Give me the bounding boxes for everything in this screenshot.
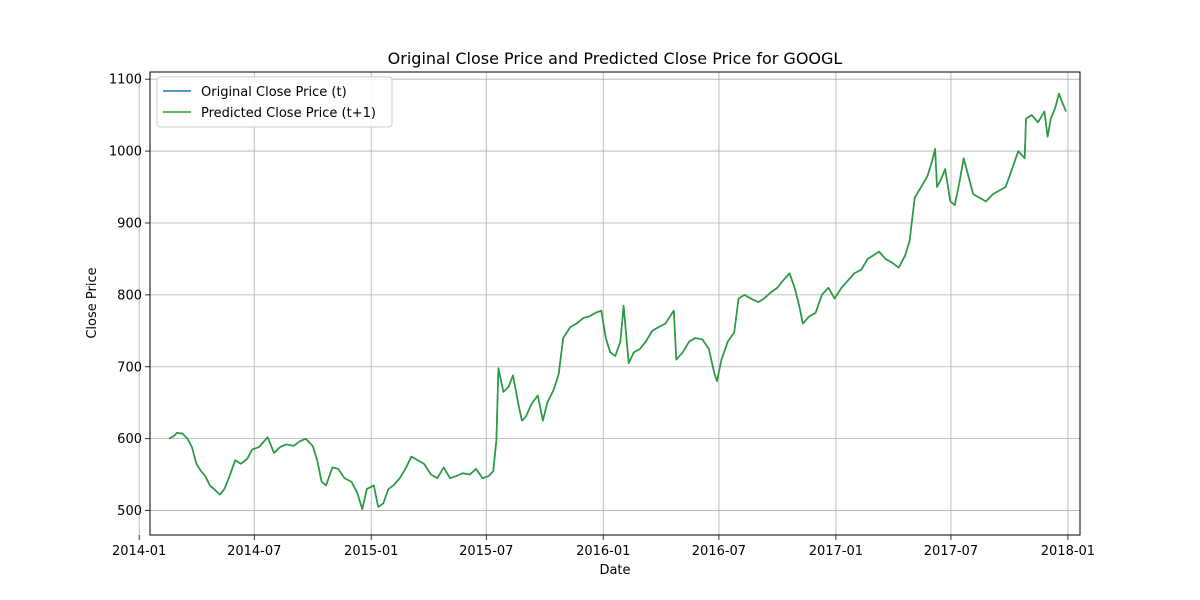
legend-box — [156, 76, 393, 128]
x-tick-label: 2018-01 — [1041, 544, 1095, 559]
x-tick-label: 2014-07 — [227, 544, 281, 559]
y-tick-label: 500 — [117, 504, 142, 519]
legend-label-original: Original Close Price (t) — [201, 85, 347, 100]
y-tick-label: 800 — [117, 288, 142, 303]
series-line-predicted — [168, 92, 1067, 510]
series-lines — [168, 92, 1067, 510]
y-tick-label: 700 — [117, 360, 142, 375]
x-tick-label: 2015-01 — [344, 544, 398, 559]
legend: Original Close Price (t) Predicted Close… — [156, 76, 393, 128]
y-tick-label: 1000 — [109, 145, 142, 160]
x-axis: 2014-01 2014-07 2015-01 2015-07 2016-01 2016-… — [112, 535, 1095, 559]
y-axis-label: Close Price — [85, 267, 100, 338]
y-tick-label: 600 — [117, 432, 142, 447]
legend-label-predicted: Predicted Close Price (t+1) — [201, 106, 376, 121]
y-tick-label: 1100 — [109, 73, 142, 88]
x-axis-label: Date — [599, 563, 630, 578]
y-tick-label: 900 — [117, 216, 142, 231]
y-axis: 500 600 700 800 900 1000 1100 — [109, 73, 150, 519]
chart-title: Original Close Price and Predicted Close… — [388, 49, 843, 68]
grid — [138, 72, 1080, 535]
x-tick-label: 2017-01 — [809, 544, 863, 559]
x-tick-label: 2014-01 — [112, 544, 166, 559]
plot-area-frame — [149, 71, 1081, 536]
x-tick-label: 2017-07 — [924, 544, 978, 559]
x-tick-label: 2016-07 — [692, 544, 746, 559]
x-tick-label: 2016-01 — [576, 544, 630, 559]
x-tick-label: 2015-07 — [459, 544, 513, 559]
